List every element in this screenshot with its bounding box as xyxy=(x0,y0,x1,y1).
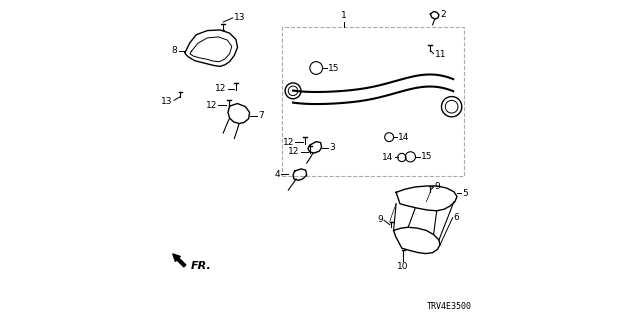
Text: 13: 13 xyxy=(234,13,245,22)
Text: 12: 12 xyxy=(283,138,294,147)
Text: 12: 12 xyxy=(289,147,300,156)
Text: 15: 15 xyxy=(328,63,339,73)
Text: 6: 6 xyxy=(453,212,459,222)
Text: 1: 1 xyxy=(341,12,347,20)
Text: 3: 3 xyxy=(329,143,335,152)
Text: 7: 7 xyxy=(258,111,264,120)
Text: 12: 12 xyxy=(216,84,227,93)
Text: 13: 13 xyxy=(161,97,173,106)
Text: 2: 2 xyxy=(440,10,445,19)
Text: 8: 8 xyxy=(172,46,177,55)
Text: 14: 14 xyxy=(382,153,394,162)
Text: 10: 10 xyxy=(397,262,409,271)
Text: 9: 9 xyxy=(377,215,383,224)
Text: 15: 15 xyxy=(421,152,433,161)
Text: 14: 14 xyxy=(397,133,409,142)
Text: 9: 9 xyxy=(434,181,440,190)
Text: 12: 12 xyxy=(206,101,217,110)
Text: 11: 11 xyxy=(435,50,446,59)
Text: FR.: FR. xyxy=(191,261,212,271)
Text: TRV4E3500: TRV4E3500 xyxy=(427,302,472,311)
Text: 5: 5 xyxy=(462,189,468,198)
Text: 4: 4 xyxy=(275,170,280,179)
